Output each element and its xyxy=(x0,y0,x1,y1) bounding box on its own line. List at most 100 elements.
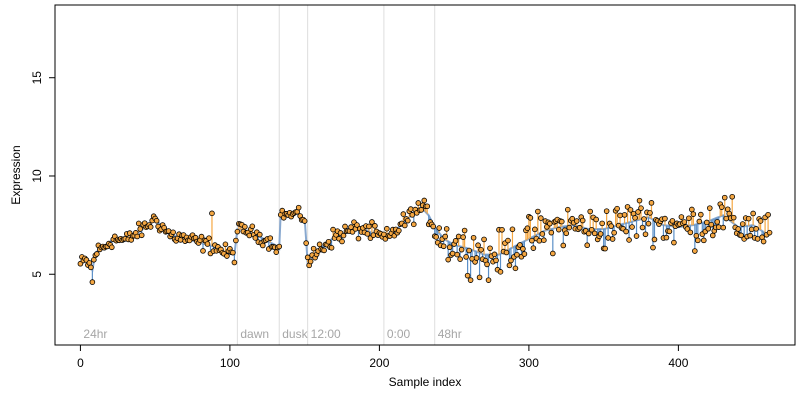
data-point xyxy=(579,217,586,224)
region-label-4: 0:00 xyxy=(387,327,411,341)
data-point xyxy=(348,224,354,230)
data-point xyxy=(538,215,544,221)
data-point xyxy=(563,230,570,237)
data-point xyxy=(550,250,556,257)
data-point xyxy=(475,242,481,249)
data-point xyxy=(138,232,145,239)
data-point xyxy=(621,212,628,218)
data-point xyxy=(316,241,323,248)
data-point xyxy=(372,223,378,229)
data-point xyxy=(636,197,643,204)
data-point xyxy=(433,234,440,240)
data-point xyxy=(224,253,230,259)
data-point xyxy=(198,233,205,240)
x-tick-label: 400 xyxy=(668,356,688,370)
data-point xyxy=(730,214,737,221)
data-point xyxy=(687,229,694,236)
data-point xyxy=(242,224,248,230)
data-point xyxy=(449,250,456,257)
data-point xyxy=(692,248,698,254)
data-point xyxy=(748,226,755,233)
data-point xyxy=(576,224,583,231)
data-point xyxy=(689,206,695,213)
data-point xyxy=(564,206,571,213)
region-label-5: 48hr xyxy=(438,327,462,341)
data-point xyxy=(230,249,236,256)
data-point xyxy=(638,205,644,211)
data-point xyxy=(310,245,317,252)
data-point xyxy=(539,231,546,237)
data-point xyxy=(735,226,741,232)
data-point xyxy=(681,219,688,225)
data-point xyxy=(766,229,773,236)
data-point xyxy=(206,235,212,241)
data-point xyxy=(249,223,256,230)
data-point xyxy=(109,244,115,251)
data-point xyxy=(366,223,372,230)
data-point xyxy=(147,224,154,230)
data-point xyxy=(639,224,646,231)
data-point xyxy=(340,232,347,239)
data-point xyxy=(517,242,523,248)
data-point xyxy=(505,237,511,244)
data-point xyxy=(94,251,100,257)
data-point xyxy=(509,226,516,233)
data-point xyxy=(729,193,736,200)
data-point xyxy=(233,237,239,244)
data-point xyxy=(555,226,562,233)
y-tick-label: 10 xyxy=(30,169,44,183)
data-point xyxy=(698,211,704,218)
plot-frame xyxy=(54,4,796,346)
data-point xyxy=(301,218,308,224)
data-point xyxy=(587,208,593,215)
data-point xyxy=(430,223,437,230)
data-point xyxy=(222,241,229,248)
data-point xyxy=(524,225,531,231)
data-point xyxy=(626,237,632,243)
data-point xyxy=(460,234,466,240)
y-tick-label: 5 xyxy=(30,271,44,278)
data-point xyxy=(705,225,712,232)
data-point xyxy=(608,223,614,229)
data-point xyxy=(696,218,703,225)
data-point xyxy=(445,256,451,263)
region-label-2: dusk xyxy=(282,327,308,341)
data-point xyxy=(529,237,535,244)
data-point xyxy=(754,236,761,242)
data-point xyxy=(593,216,599,223)
data-point xyxy=(410,221,417,228)
data-point xyxy=(632,215,638,221)
data-point xyxy=(739,221,746,227)
data-point xyxy=(364,231,371,237)
data-point xyxy=(508,257,514,264)
data-point xyxy=(204,241,211,247)
data-point xyxy=(137,226,144,232)
data-point xyxy=(532,226,538,233)
data-point xyxy=(493,257,499,264)
data-point xyxy=(514,251,520,258)
data-point xyxy=(409,212,416,218)
data-point xyxy=(442,233,448,240)
data-point xyxy=(708,221,715,228)
data-point xyxy=(325,238,332,245)
data-point xyxy=(560,242,567,249)
data-point xyxy=(536,237,543,244)
data-point xyxy=(476,274,483,281)
data-point xyxy=(671,239,677,246)
region-separators: 24hr dawn dusk 12:00 0:00 48hr xyxy=(83,5,462,345)
x-tick-label: 300 xyxy=(519,356,539,370)
data-point xyxy=(718,204,725,210)
region-label-3: 12:00 xyxy=(311,327,341,341)
data-point xyxy=(721,194,728,201)
data-point xyxy=(678,214,685,220)
data-point xyxy=(461,227,468,234)
data-point xyxy=(369,219,375,225)
x-tick-label: 200 xyxy=(369,356,389,370)
data-point xyxy=(491,251,498,258)
data-point xyxy=(603,208,610,214)
data-point xyxy=(135,220,142,227)
data-point xyxy=(726,210,733,217)
data-point xyxy=(321,247,327,254)
data-point xyxy=(566,224,573,231)
